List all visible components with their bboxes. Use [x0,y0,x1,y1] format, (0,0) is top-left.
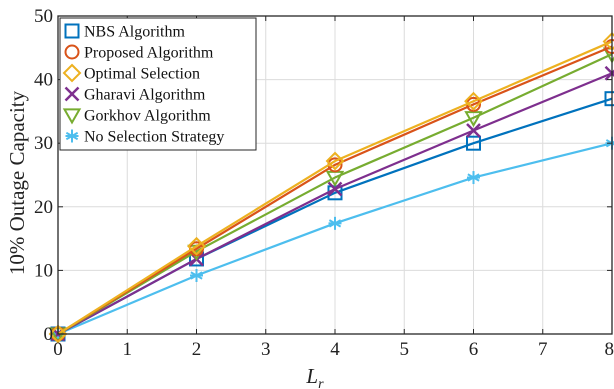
legend-marker [65,129,79,143]
legend: NBS Algorithm Proposed Algorithm Optimal S… [59,17,257,151]
x-tick-label: 1 [123,339,133,360]
legend-label: Optimal Selection [84,66,200,83]
data-point [328,216,342,230]
x-tick-label: 4 [330,339,340,360]
data-point [464,111,483,128]
x-tick-label: 2 [192,339,202,360]
legend-box [59,17,257,151]
legend-entry: Optimal Selection [62,63,200,83]
y-tick-label: 40 [34,70,53,91]
tick-labels: 0 1 2 3 4 5 6 7 8 0 10 20 30 40 50 [34,6,614,360]
data-point [466,135,481,151]
y-axis-title: 10% Outage Capacity [5,90,29,275]
legend-marker [62,63,82,83]
data-point [466,123,481,138]
y-tick-label: 20 [34,197,53,218]
series-line [57,45,613,335]
legend-marker [64,44,80,60]
legend-label: NBS Algorithm [84,24,185,41]
data-point [190,268,203,282]
x-tick-label: 0 [53,339,63,360]
legend-entry: NBS Algorithm [64,23,185,41]
x-tick-label: 5 [400,339,410,360]
legend-entry: Proposed Algorithm [64,44,214,62]
legend-entry: No Selection Strategy [65,129,224,146]
series-line [57,53,613,335]
y-tick-label: 30 [34,133,53,154]
x-axis-title-main: L [305,364,318,388]
legend-label: Proposed Algorithm [84,45,214,62]
legend-label: Gharavi Algorithm [84,87,206,104]
data-point [464,91,483,111]
y-tick-label: 0 [44,324,54,345]
legend-marker [64,23,80,39]
x-axis-title-subscript: r [318,377,324,389]
y-tick-label: 10 [34,260,53,281]
legend-entry: Gorkhov Algorithm [62,108,211,125]
legend-label: Gorkhov Algorithm [84,108,211,125]
data-point [327,181,343,197]
x-tick-label: 6 [469,339,479,360]
legend-label: No Selection Strategy [84,129,224,146]
axis-titles: Lr 10% Outage Capacity [5,90,324,389]
x-axis-title: Lr [305,364,324,389]
data-point [48,324,68,344]
legend-marker [64,86,80,102]
data-point [467,171,480,185]
series-line [57,40,613,335]
x-tick-label: 7 [538,339,548,360]
series-optimal-selection [48,32,614,344]
y-tick-label: 50 [34,6,53,27]
legend-entry: Gharavi Algorithm [64,86,206,104]
x-tick-label: 8 [605,339,614,360]
legend-marker [62,108,82,125]
data-point [325,151,345,171]
data-point [187,236,206,256]
x-tick-label: 3 [261,339,271,360]
